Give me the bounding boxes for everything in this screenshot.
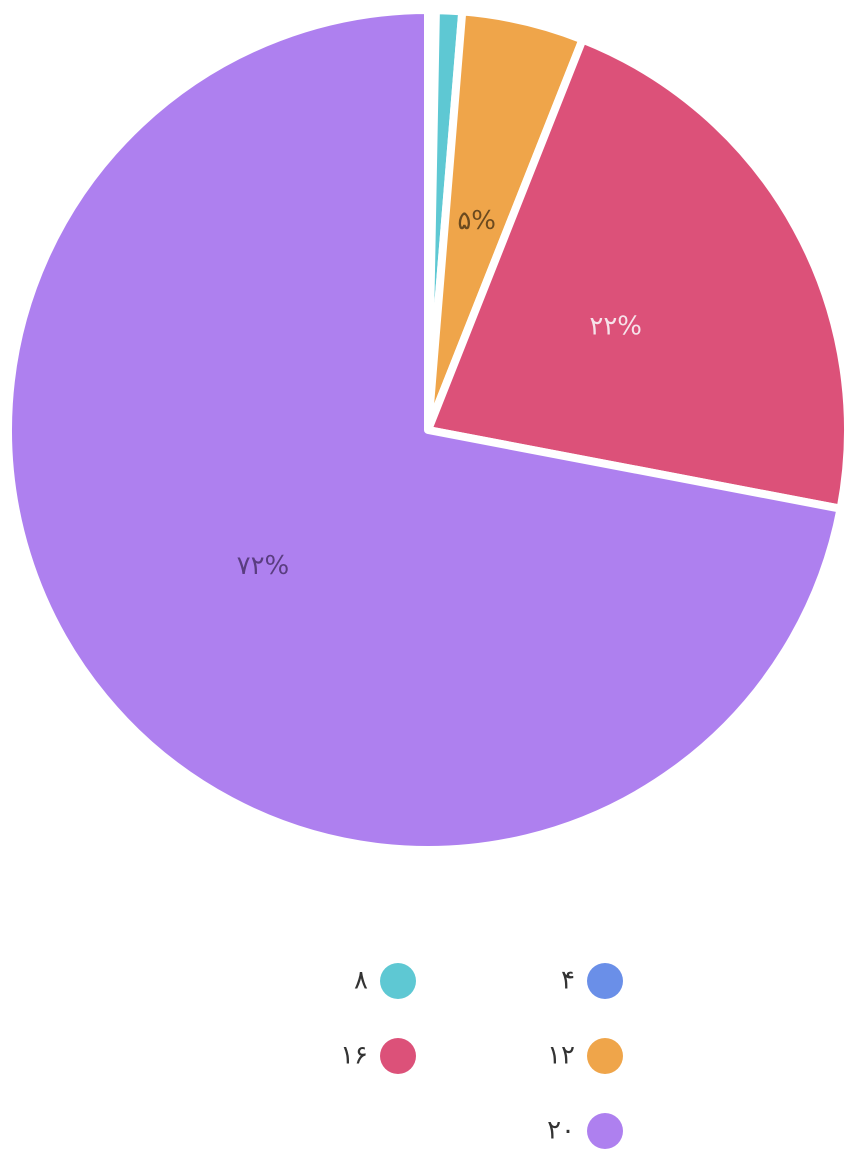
legend-marker	[380, 963, 416, 999]
legend-label: ۲۰	[547, 1116, 575, 1146]
pie-slice	[424, 35, 852, 513]
legend-label: ۸	[354, 966, 368, 996]
slice-label: ۵%	[457, 206, 496, 236]
legend-label: ۱۲	[547, 1041, 575, 1071]
slice-label: ۲۲%	[589, 311, 642, 341]
legend-label: ۱۶	[340, 1041, 368, 1071]
legend-marker	[380, 1038, 416, 1074]
pie-slice	[4, 6, 845, 854]
legend-label: ۴	[561, 966, 575, 996]
slice-label: ۷۲%	[237, 551, 290, 581]
legend-marker	[587, 1113, 623, 1149]
legend-marker	[587, 963, 623, 999]
legend-marker	[587, 1038, 623, 1074]
